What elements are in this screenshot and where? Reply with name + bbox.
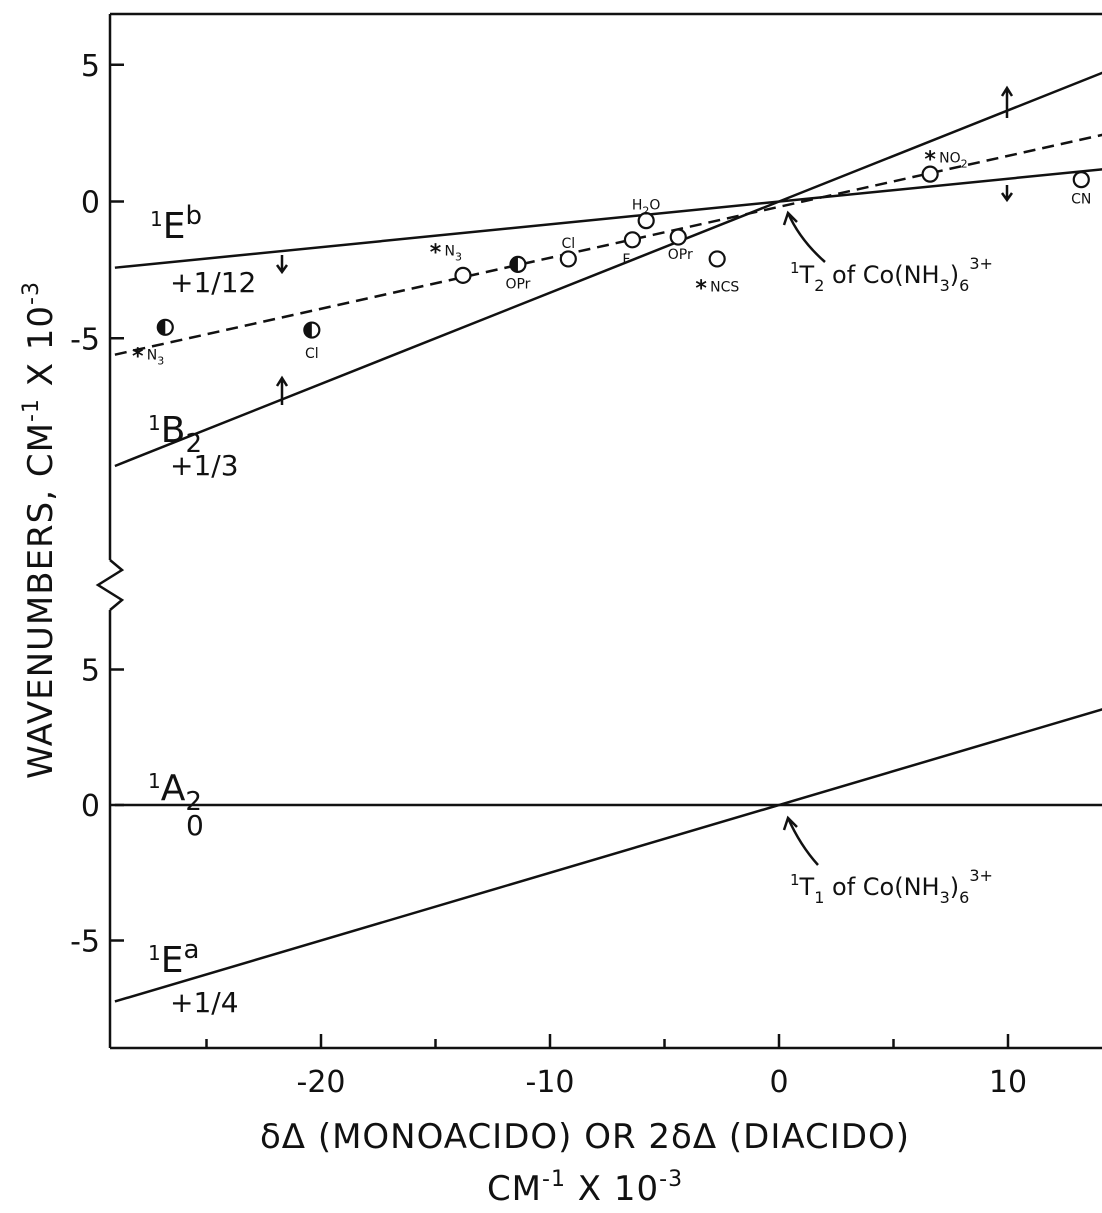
arrow-up-icon	[275, 375, 289, 405]
lower-series-line	[114, 708, 1102, 1003]
data-point-star: *	[132, 345, 144, 370]
x-tick-label: -10	[526, 1065, 575, 1100]
data-point-half-fill	[510, 256, 518, 272]
x-tick-label: 0	[769, 1065, 788, 1100]
axis-break	[95, 559, 125, 611]
slope-label: +1/12	[170, 266, 256, 299]
data-point-label: OPr	[668, 247, 693, 263]
ticks: -20 -10 0 10 5 0 -5 5 0 -5	[70, 49, 1027, 1100]
data-point-open	[623, 231, 642, 249]
data-point-label: N3	[147, 348, 164, 368]
data-point-half-fill	[304, 322, 312, 338]
data-point-open	[559, 250, 577, 268]
arrow-up-icon	[1000, 85, 1014, 118]
x-axis-title-line1: δΔ (MONOACIDO) OR 2δΔ (DIACIDO)	[260, 1117, 910, 1157]
slope-label: +1/4	[170, 986, 239, 1019]
data-point-label: N3	[445, 244, 462, 264]
x-tick-label: -20	[297, 1065, 346, 1100]
data-point-open	[708, 250, 726, 268]
series-lines	[114, 71, 1102, 1003]
data-point-star: *	[430, 241, 442, 266]
data-point-open	[454, 266, 472, 284]
lower-y-tick-label: 5	[81, 654, 100, 689]
data-point-label: OPr	[505, 276, 530, 292]
annotation-lower: 1T1 of Co(NH3)63+	[790, 866, 993, 907]
x-axis-title-line2: CM-1 X 10-3	[487, 1167, 683, 1209]
upper-y-tick-label: -5	[70, 322, 100, 357]
annotation-arrow-icon	[782, 210, 826, 263]
data-point-label: F	[622, 252, 630, 268]
y-axis-title: WAVENUMBERS, CM-1 X 10-3	[19, 281, 61, 779]
state-label-1e-b: 1Eb	[150, 201, 202, 247]
state-label-1a2: 1A2	[148, 768, 202, 817]
data-point-label: Cl	[305, 346, 319, 362]
data-point-open	[921, 165, 939, 183]
data-point-star: *	[695, 276, 707, 301]
slope-label: 0	[186, 809, 204, 842]
data-point-open	[637, 212, 655, 230]
arrow-down-icon	[275, 255, 289, 275]
annotation-arrow-icon	[782, 815, 819, 866]
data-point-half-fill	[157, 319, 166, 335]
data-point-open	[1072, 171, 1090, 189]
annotation-upper: 1T2 of Co(NH3)63+	[790, 254, 993, 295]
shift-arrows	[275, 85, 1014, 405]
data-point-label: NO2	[939, 151, 968, 171]
x-tick-label: 10	[989, 1065, 1027, 1100]
lower-y-tick-label: -5	[70, 925, 100, 960]
upper-y-tick-label: 0	[81, 186, 100, 221]
state-label-1e-a: 1Ea	[148, 935, 199, 981]
arrow-down-icon	[1000, 185, 1014, 203]
upper-y-tick-label: 5	[81, 49, 100, 84]
data-point-open	[669, 228, 687, 246]
data-point-label: H2O	[632, 198, 661, 218]
state-label-1b2: 1B2	[148, 410, 202, 459]
upper-series-line	[114, 133, 1102, 356]
data-point-label: CN	[1071, 192, 1091, 208]
slope-label: +1/3	[170, 449, 239, 482]
lower-y-tick-label: 0	[81, 789, 100, 824]
upper-series-line	[114, 168, 1102, 269]
data-point-label: NCS	[710, 279, 739, 295]
data-point-label: Cl	[561, 236, 575, 252]
